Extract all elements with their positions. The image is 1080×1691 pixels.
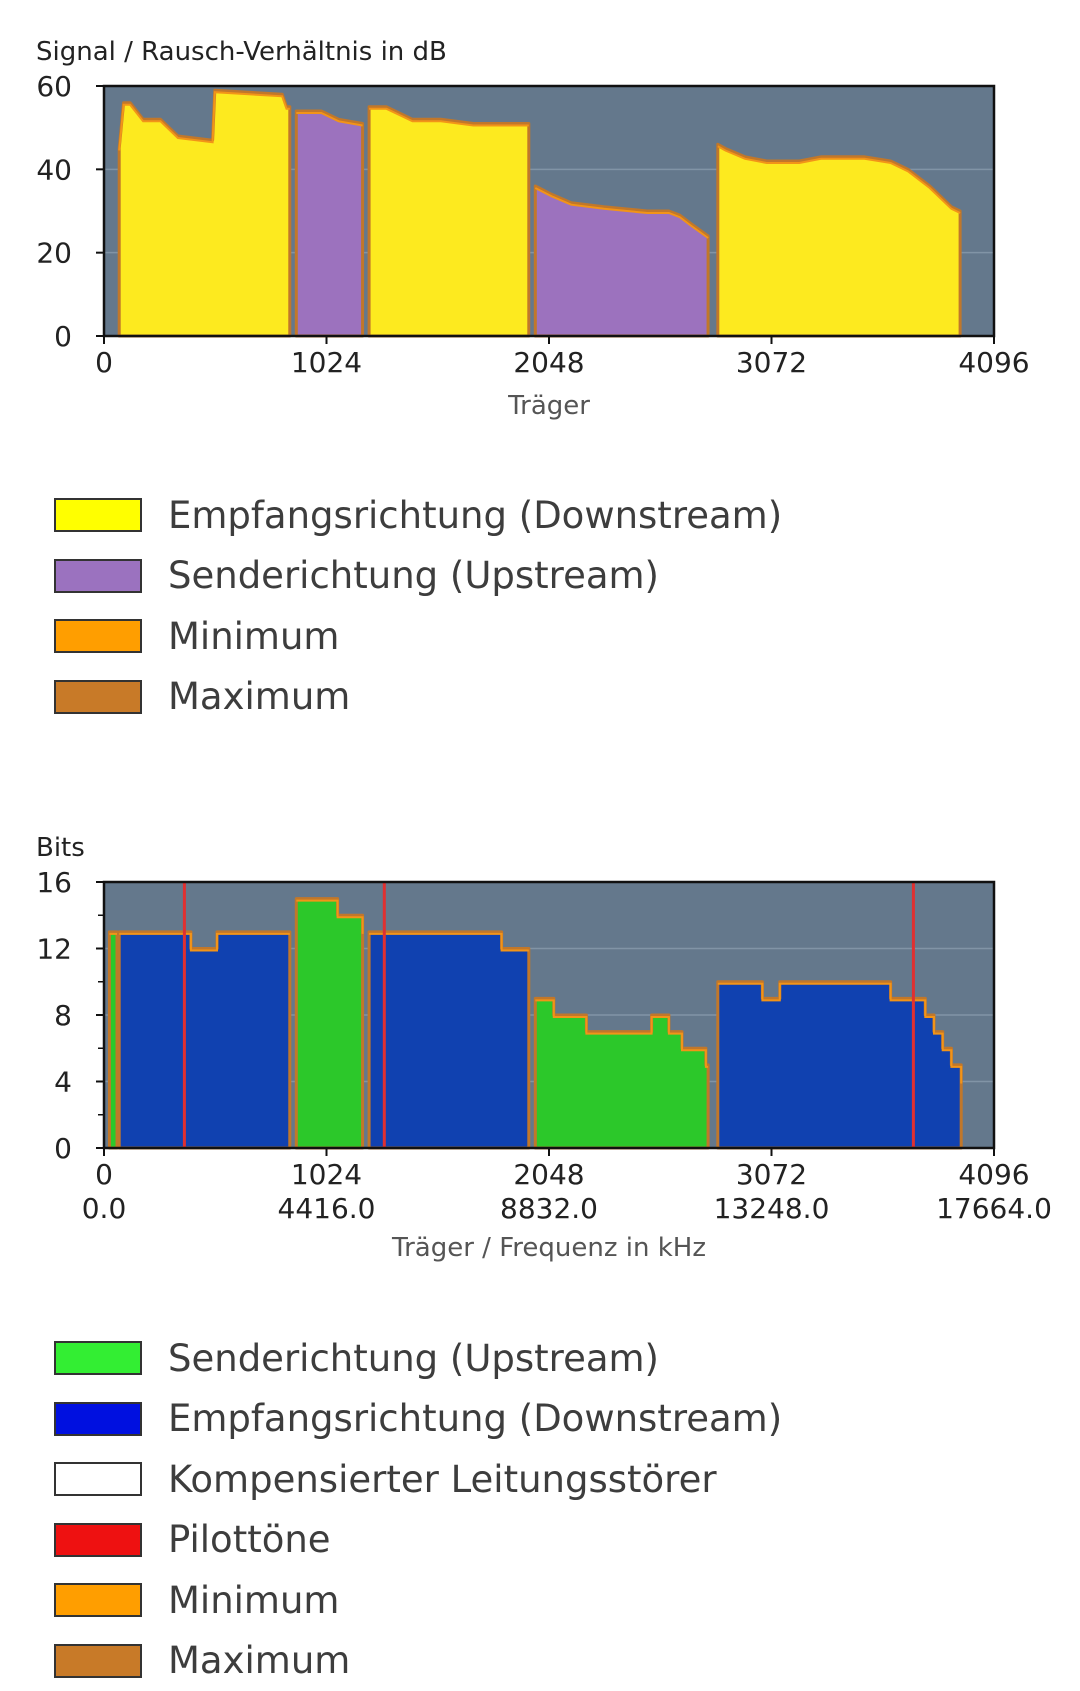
legend-label: Empfangsrichtung (Downstream)	[168, 1397, 782, 1440]
bits-chart: 0 4 8 12 16 0 1024 2048 3072 4096 0.0 4416.0 8832.0 1…	[0, 810, 1080, 1280]
legend-item: Empfangsrichtung (Downstream)	[54, 485, 782, 546]
legend-swatch	[54, 1402, 142, 1436]
legend-item: Empfangsrichtung (Downstream)	[54, 1389, 782, 1450]
x-tick-label: 2048	[513, 346, 584, 379]
x-tick-label-secondary: 17664.0	[936, 1192, 1052, 1225]
legend-swatch	[54, 1644, 142, 1678]
legend-label: Minimum	[168, 615, 339, 658]
legend-item: Maximum	[54, 1631, 782, 1691]
x-tick-label: 3072	[736, 1158, 807, 1191]
series-area-1-0	[296, 111, 362, 336]
x-tick-label-secondary: 8832.0	[500, 1192, 598, 1225]
x-tick-label: 1024	[291, 346, 362, 379]
bits-chart-svg: 0 4 8 12 16 0 1024 2048 3072 4096 0.0 4416.0 8832.0 1…	[0, 810, 1080, 1280]
x-tick-label: 0	[95, 1158, 113, 1191]
series-area-0-0	[109, 932, 117, 1148]
legend-label: Maximum	[168, 675, 350, 718]
y-tick-label: 0	[54, 1132, 72, 1165]
series-area-0-1	[369, 107, 529, 336]
legend-item: Minimum	[54, 606, 782, 667]
legend-item: Senderichtung (Upstream)	[54, 546, 782, 607]
y-tick-label: 4	[54, 1066, 72, 1099]
series-area-1-1	[369, 932, 529, 1148]
y-axis-label: Bits	[36, 833, 85, 863]
legend-swatch	[54, 1462, 142, 1496]
y-tick-label: 20	[36, 237, 72, 270]
x-tick-label: 2048	[513, 1158, 584, 1191]
x-axis-label: Träger	[507, 391, 590, 421]
legend-label: Empfangsrichtung (Downstream)	[168, 494, 782, 537]
y-axis-label: Signal / Rausch-Verhältnis in dB	[36, 37, 447, 67]
legend-item: Maximum	[54, 667, 782, 728]
x-tick-label-secondary: 4416.0	[278, 1192, 376, 1225]
x-axis-label: Träger / Frequenz in kHz	[391, 1233, 706, 1263]
x-tick-label: 0	[95, 346, 113, 379]
legend-swatch	[54, 559, 142, 593]
legend-item: Pilottöne	[54, 1510, 782, 1571]
legend-label: Senderichtung (Upstream)	[168, 554, 659, 597]
legend-label: Senderichtung (Upstream)	[168, 1337, 659, 1380]
series-area-0-1	[296, 899, 362, 1148]
y-tick-label: 40	[36, 153, 72, 186]
snr-chart-svg: 0 20 40 60 0 1024 2048 3072 4096 Signal / Rausch-…	[0, 0, 1080, 440]
x-tick-label-secondary: 13248.0	[714, 1192, 830, 1225]
snr-chart: 0 20 40 60 0 1024 2048 3072 4096 Signal / Rausch-…	[0, 0, 1080, 440]
legend-swatch	[54, 1341, 142, 1375]
x-tick-label: 3072	[736, 346, 807, 379]
legend-label: Pilottöne	[168, 1518, 331, 1561]
x-tick-label: 4096	[958, 1158, 1029, 1191]
legend-swatch	[54, 1523, 142, 1557]
x-tick-label: 4096	[958, 346, 1029, 379]
x-tick-label: 1024	[291, 1158, 362, 1191]
x-tick-label-secondary: 0.0	[82, 1192, 127, 1225]
legend-swatch	[54, 498, 142, 532]
legend-swatch	[54, 619, 142, 653]
series-area-1-0	[119, 932, 290, 1148]
y-tick-label: 0	[54, 320, 72, 353]
y-tick-label: 8	[54, 999, 72, 1032]
legend-item: Minimum	[54, 1570, 782, 1631]
y-tick-label: 60	[36, 70, 72, 103]
legend-swatch	[54, 680, 142, 714]
legend-swatch	[54, 1583, 142, 1617]
legend-label: Maximum	[168, 1639, 350, 1682]
snr-legend: Empfangsrichtung (Downstream) Senderichtu…	[54, 485, 782, 727]
legend-label: Minimum	[168, 1579, 339, 1622]
bits-legend: Senderichtung (Upstream) Empfangsrichtung…	[54, 1328, 782, 1691]
legend-item: Kompensierter Leitungsstörer	[54, 1449, 782, 1510]
y-tick-label: 12	[36, 933, 72, 966]
legend-label: Kompensierter Leitungsstörer	[168, 1458, 717, 1501]
y-tick-label: 16	[36, 866, 72, 899]
legend-item: Senderichtung (Upstream)	[54, 1328, 782, 1389]
